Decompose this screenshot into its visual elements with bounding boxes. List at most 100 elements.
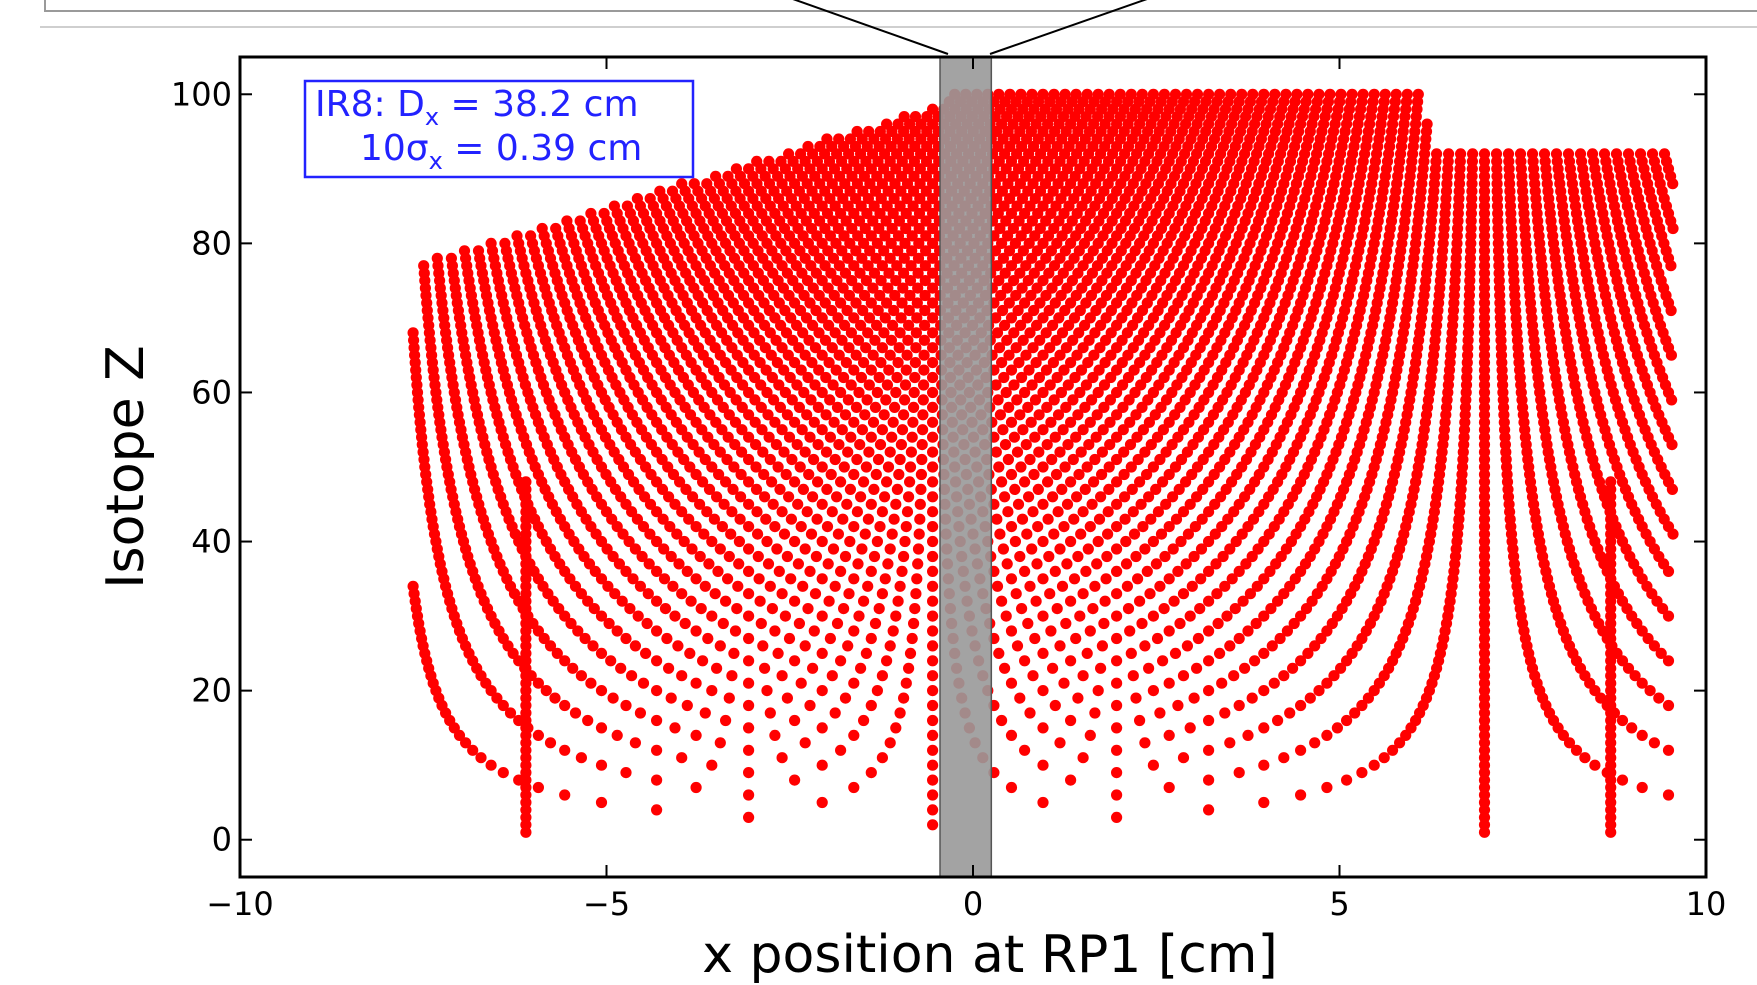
data-point [743, 521, 755, 533]
data-point [909, 603, 921, 615]
data-point [1163, 468, 1175, 481]
data-point [1054, 640, 1066, 652]
data-point [854, 439, 866, 451]
data-point [658, 543, 670, 555]
data-point [764, 580, 776, 592]
data-point [907, 416, 919, 428]
data-point [865, 699, 877, 712]
data-point [656, 483, 669, 495]
data-point [1139, 737, 1151, 749]
data-point [1490, 148, 1503, 160]
data-point [1111, 498, 1123, 510]
data-point [1048, 394, 1060, 406]
data-point [881, 200, 893, 212]
data-point [1295, 789, 1307, 801]
data-point [799, 737, 811, 749]
data-point [892, 118, 904, 130]
data-point [1037, 796, 1049, 809]
data-point [852, 334, 865, 346]
data-point [890, 386, 902, 399]
data-point [732, 580, 744, 592]
data-point [1349, 707, 1361, 719]
data-point [1224, 543, 1236, 555]
data-point [787, 334, 799, 346]
data-point [1096, 446, 1108, 458]
data-point [1117, 379, 1129, 391]
data-point [894, 327, 906, 339]
data-point [1173, 483, 1185, 495]
data-point [1024, 580, 1036, 592]
data-point [629, 543, 642, 555]
data-point [1387, 744, 1399, 756]
data-point [898, 252, 910, 264]
data-point [1272, 714, 1284, 727]
data-point [835, 565, 847, 578]
data-point [884, 446, 896, 458]
data-point [761, 535, 773, 548]
data-point [920, 200, 932, 212]
data-point [880, 215, 892, 227]
data-point [743, 476, 755, 488]
data-point [764, 707, 776, 719]
data-point [497, 699, 509, 712]
data-point [856, 424, 869, 436]
data-point [919, 289, 931, 302]
data-point [904, 275, 917, 287]
data-point [1065, 535, 1077, 548]
top-panel-frame [44, 0, 1757, 12]
data-point [1100, 573, 1112, 585]
data-point [927, 297, 939, 309]
data-point [789, 655, 801, 667]
data-point [867, 282, 879, 294]
data-point [1127, 670, 1139, 682]
data-point [895, 185, 907, 197]
data-point [915, 468, 928, 481]
data-point [993, 342, 1006, 354]
data-point [824, 431, 837, 443]
data-point [875, 357, 887, 369]
data-point [620, 565, 632, 578]
data-point [1102, 506, 1114, 518]
data-point [816, 647, 828, 660]
data-point [608, 200, 621, 212]
data-point [886, 431, 898, 443]
data-point [794, 304, 807, 317]
data-point [1049, 565, 1061, 578]
data-point [674, 476, 686, 488]
data-point [1001, 558, 1013, 570]
data-point [855, 662, 867, 674]
data-point [890, 498, 902, 510]
data-point [711, 491, 723, 503]
data-point [839, 550, 852, 563]
data-point [1099, 595, 1111, 607]
data-point [1088, 349, 1100, 361]
data-point [665, 692, 677, 704]
data-point [927, 729, 939, 742]
data-point [839, 319, 851, 331]
data-point [1163, 729, 1175, 742]
data-point [1313, 685, 1325, 697]
data-point [842, 446, 854, 458]
data-point [913, 222, 925, 235]
data-point [871, 386, 884, 399]
data-point [908, 386, 920, 399]
data-point [1067, 334, 1079, 346]
data-point [855, 319, 867, 331]
data-point [884, 737, 896, 749]
data-point [1147, 610, 1159, 622]
data-point [900, 677, 912, 689]
data-point [839, 409, 852, 421]
data-point [1037, 535, 1049, 548]
data-point [616, 595, 628, 607]
data-point [862, 327, 874, 339]
data-point [1008, 275, 1020, 287]
data-point [1143, 662, 1155, 674]
data-point [838, 371, 850, 384]
data-point [1130, 692, 1142, 704]
data-point [1160, 446, 1172, 458]
data-point [793, 401, 806, 413]
data-point [1046, 453, 1058, 466]
data-point [1653, 692, 1665, 704]
data-point [899, 535, 911, 548]
data-point [1104, 439, 1116, 451]
